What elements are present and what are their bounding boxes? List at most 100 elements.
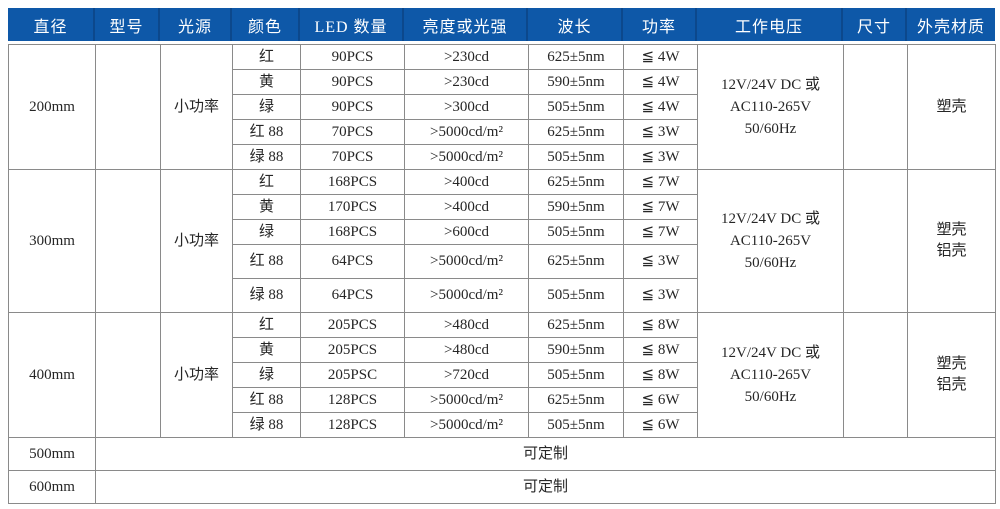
power-cell: ≦ 3W xyxy=(623,144,698,170)
material-cell: 塑壳 xyxy=(907,44,996,170)
brightness-cell: >5000cd/m² xyxy=(404,144,529,170)
header-power: 功率 xyxy=(623,8,697,41)
header-brightness: 亮度或光强 xyxy=(404,8,528,41)
power-cell: ≦ 3W xyxy=(623,244,698,279)
header-color: 颜色 xyxy=(232,8,300,41)
voltage-cell: 12V/24V DC 或 AC110-265V 50/60Hz xyxy=(697,312,844,438)
led-qty-cell: 128PCS xyxy=(300,387,405,413)
power-cell: ≦ 3W xyxy=(623,119,698,145)
diameter-cell: 500mm xyxy=(8,437,96,471)
led-qty-cell: 168PCS xyxy=(300,169,405,195)
table-row: 300mm 小功率 红 168PCS >400cd 625±5nm ≦ 7W 1… xyxy=(8,169,996,313)
wavelength-cell: 590±5nm xyxy=(528,194,624,220)
spec-table-body: 200mm 小功率 红 90PCS >230cd 625±5nm ≦ 4W 12… xyxy=(8,44,996,504)
diameter-cell: 300mm xyxy=(8,169,96,313)
color-cell: 红 xyxy=(232,312,301,338)
brightness-cell: >480cd xyxy=(404,337,529,363)
power-cell: ≦ 6W xyxy=(623,412,698,438)
brightness-cell: >400cd xyxy=(404,169,529,195)
led-qty-cell: 90PCS xyxy=(300,69,405,95)
source-cell: 小功率 xyxy=(160,169,233,313)
color-cell: 黄 xyxy=(232,69,301,95)
power-cell: ≦ 8W xyxy=(623,362,698,388)
brightness-cell: >5000cd/m² xyxy=(404,278,529,313)
header-material: 外壳材质 xyxy=(916,18,985,36)
table-row: 红 88 64PCS >5000cd/m² 625±5nm ≦ 3W xyxy=(9,244,996,279)
table-header-row: 直径 型号 光源 颜色 LED 数量 亮度或光强 波长 功率 工作电压 尺寸 外… xyxy=(8,8,995,41)
brightness-cell: >720cd xyxy=(404,362,529,388)
power-cell: ≦ 4W xyxy=(623,44,698,70)
wavelength-cell: 625±5nm xyxy=(528,312,624,338)
wavelength-cell: 625±5nm xyxy=(528,387,624,413)
color-cell: 红 xyxy=(232,44,301,70)
power-cell: ≦ 8W xyxy=(623,312,698,338)
header-model: 型号 xyxy=(95,8,160,41)
power-cell: ≦ 7W xyxy=(623,169,698,195)
voltage-cell: 12V/24V DC 或 AC110-265V 50/60Hz xyxy=(697,169,844,313)
color-cell: 红 88 xyxy=(232,119,301,145)
material-cell: 塑壳 铝壳 xyxy=(907,312,996,438)
color-cell: 绿 88 xyxy=(232,144,301,170)
customizable-cell: 可定制 xyxy=(95,437,996,471)
power-cell: ≦ 8W xyxy=(623,337,698,363)
table-row: 绿 88 128PCS >5000cd/m² 505±5nm ≦ 6W xyxy=(9,412,996,438)
power-cell: ≦ 6W xyxy=(623,387,698,413)
led-qty-cell: 205PCS xyxy=(300,337,405,363)
wavelength-cell: 505±5nm xyxy=(528,278,624,313)
wavelength-cell: 625±5nm xyxy=(528,169,624,195)
table-row: 600mm 可定制 xyxy=(8,470,996,504)
wavelength-cell: 625±5nm xyxy=(528,119,624,145)
table-row: 500mm 可定制 xyxy=(8,437,996,471)
model-cell xyxy=(95,312,161,438)
model-cell xyxy=(95,44,161,170)
brightness-cell: >300cd xyxy=(404,94,529,120)
brightness-cell: >5000cd/m² xyxy=(404,244,529,279)
led-qty-cell: 205PCS xyxy=(300,312,405,338)
color-cell: 绿 xyxy=(232,362,301,388)
color-cell: 绿 88 xyxy=(232,412,301,438)
diameter-cell: 600mm xyxy=(8,470,96,504)
header-wavelength: 波长 xyxy=(528,8,623,41)
wavelength-cell: 505±5nm xyxy=(528,219,624,245)
table-row: 黄 170PCS >400cd 590±5nm ≦ 7W xyxy=(9,194,996,220)
header-led-qty: LED 数量 xyxy=(300,8,404,41)
brightness-cell: >5000cd/m² xyxy=(404,412,529,438)
led-qty-cell: 70PCS xyxy=(300,119,405,145)
wavelength-cell: 505±5nm xyxy=(528,94,624,120)
brightness-cell: >480cd xyxy=(404,312,529,338)
table-row: 200mm 小功率 红 90PCS >230cd 625±5nm ≦ 4W 12… xyxy=(8,44,996,170)
color-cell: 黄 xyxy=(232,337,301,363)
color-cell: 红 88 xyxy=(232,244,301,279)
color-cell: 绿 xyxy=(232,94,301,120)
power-cell: ≦ 7W xyxy=(623,194,698,220)
customizable-cell: 可定制 xyxy=(95,470,996,504)
size-cell xyxy=(843,169,908,313)
model-cell xyxy=(95,169,161,313)
spec-table: 直径 型号 光源 颜色 LED 数量 亮度或光强 波长 功率 工作电压 尺寸 外… xyxy=(8,8,996,504)
voltage-cell: 12V/24V DC 或 AC110-265V 50/60Hz xyxy=(697,44,844,170)
led-qty-cell: 128PCS xyxy=(300,412,405,438)
diameter-cell: 400mm xyxy=(8,312,96,438)
material-cell: 塑壳 铝壳 xyxy=(907,169,996,313)
diameter-cell: 200mm xyxy=(8,44,96,170)
brightness-cell: >230cd xyxy=(404,69,529,95)
wavelength-cell: 625±5nm xyxy=(528,244,624,279)
table-row: 400mm 小功率 红 205PCS >480cd 625±5nm ≦ 8W 1… xyxy=(8,312,996,438)
led-qty-cell: 90PCS xyxy=(300,94,405,120)
led-qty-cell: 70PCS xyxy=(300,144,405,170)
size-cell xyxy=(843,312,908,438)
table-row: 黄 90PCS >230cd 590±5nm ≦ 4W xyxy=(9,69,996,95)
led-qty-cell: 205PSC xyxy=(300,362,405,388)
size-cell xyxy=(843,44,908,170)
color-cell: 红 xyxy=(232,169,301,195)
color-cell: 红 88 xyxy=(232,387,301,413)
brightness-cell: >5000cd/m² xyxy=(404,119,529,145)
wavelength-cell: 625±5nm xyxy=(528,44,624,70)
led-qty-cell: 90PCS xyxy=(300,44,405,70)
brightness-cell: >230cd xyxy=(404,44,529,70)
brightness-cell: >400cd xyxy=(404,194,529,220)
brightness-cell: >600cd xyxy=(404,219,529,245)
color-cell: 绿 88 xyxy=(232,278,301,313)
table-row: 绿 168PCS >600cd 505±5nm ≦ 7W xyxy=(9,219,996,245)
wavelength-cell: 505±5nm xyxy=(528,412,624,438)
